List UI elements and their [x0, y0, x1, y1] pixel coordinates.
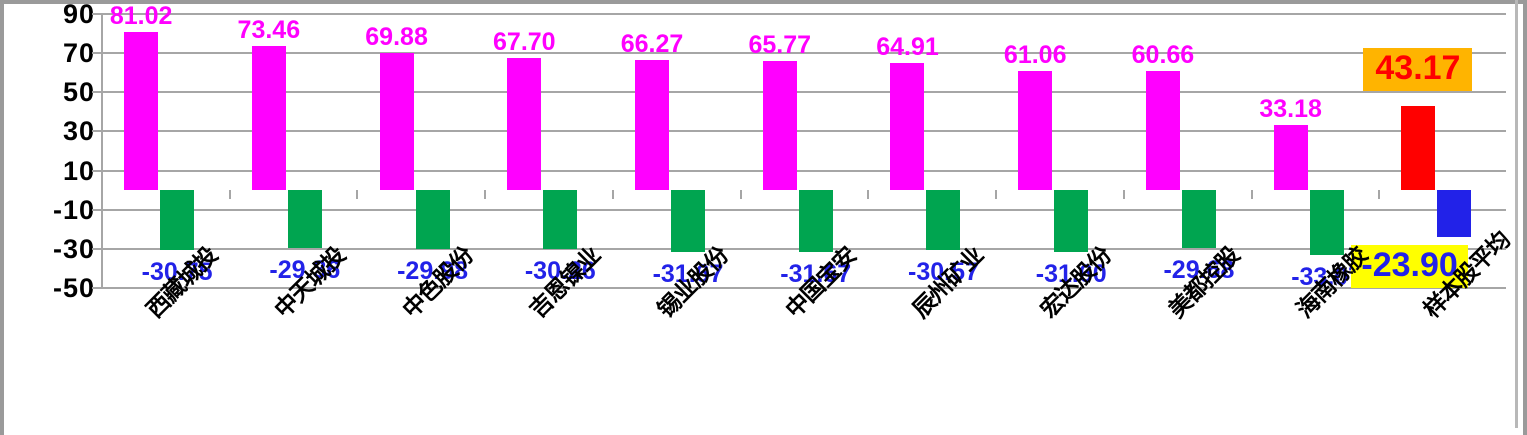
frame-border-inner-right	[1515, 0, 1518, 428]
x-axis-minor-tick	[1378, 190, 1381, 200]
bar-negative	[1181, 190, 1216, 249]
y-axis-tick-label: 50	[62, 77, 95, 108]
x-axis-minor-tick	[611, 190, 614, 200]
value-label-positive: 73.46	[237, 16, 301, 45]
value-label-positive: 33.18	[1259, 95, 1322, 124]
value-label-positive: 66.27	[620, 30, 684, 59]
x-axis-minor-tick	[228, 190, 231, 200]
value-label-negative: -33.07	[1291, 262, 1363, 291]
y-axis-tick-label: 90	[62, 0, 95, 29]
y-axis-tick-label: 30	[62, 116, 95, 147]
bar-negative	[415, 190, 450, 249]
y-axis-tick-label: -50	[52, 273, 95, 303]
value-label-negative: -31.60	[1035, 259, 1107, 288]
bar-negative	[926, 190, 961, 250]
bar-negative	[160, 190, 195, 251]
gridline	[101, 13, 1506, 15]
y-axis-tick-mark	[92, 130, 101, 133]
bar-positive	[635, 60, 670, 191]
x-axis-minor-tick	[995, 190, 998, 200]
value-label-average-positive: 43.17	[1363, 47, 1473, 91]
value-label-negative: -31.67	[780, 260, 852, 289]
y-axis-tick-label: 70	[62, 38, 95, 69]
gridline	[101, 52, 1506, 55]
bar-positive	[379, 53, 414, 191]
x-axis-minor-tick	[867, 190, 870, 200]
x-axis-minor-tick	[739, 190, 742, 200]
gridline	[101, 287, 1506, 289]
bar-positive	[251, 46, 286, 191]
value-label-negative: -30.26	[524, 257, 596, 286]
value-label-positive: 61.06	[1003, 40, 1067, 69]
value-label-positive: 69.88	[365, 23, 428, 52]
frame-border-top	[0, 0, 1527, 4]
gridline	[101, 130, 1506, 133]
bar-negative	[1309, 190, 1344, 255]
value-label-average-negative: -23.90	[1351, 244, 1468, 288]
x-axis-minor-tick	[356, 190, 359, 200]
y-axis-tick-label: -10	[52, 194, 95, 225]
value-label-negative: -29.36	[269, 255, 341, 284]
y-axis-tick-mark	[92, 91, 101, 94]
value-label-positive: 67.70	[493, 27, 556, 56]
value-label-positive: 64.91	[876, 33, 939, 62]
y-axis-tick-label: 10	[62, 155, 95, 186]
bar-average-positive	[1401, 105, 1436, 191]
value-label-negative: -30.75	[141, 258, 213, 287]
frame-border-left	[0, 0, 4, 435]
plot-area: 81.02 -30.75 73.46 -29.36 69.88 -29.98 67.70 -3…	[92, 3, 1506, 291]
bar-positive	[507, 57, 542, 191]
value-label-negative: -29.98	[397, 256, 468, 285]
bar-positive	[890, 63, 925, 191]
bar-negative	[1054, 190, 1089, 252]
bar-negative	[543, 190, 578, 250]
bar-negative	[671, 190, 706, 253]
value-label-negative: -29.68	[1163, 256, 1235, 285]
gridline	[101, 91, 1506, 94]
x-axis-minor-tick	[1122, 190, 1125, 200]
y-axis-tick-mark	[92, 247, 101, 250]
bar-positive	[1145, 71, 1180, 191]
value-label-positive: 60.66	[1131, 41, 1195, 70]
y-axis-tick-mark	[92, 13, 101, 15]
value-label-negative: -30.57	[908, 257, 979, 286]
frame-border-right	[1523, 0, 1527, 435]
bar-negative	[798, 190, 833, 253]
bar-average-negative	[1437, 190, 1472, 237]
bar-positive	[124, 31, 159, 191]
y-axis-tick-label: -30	[52, 233, 95, 264]
value-label-positive: 81.02	[109, 1, 173, 30]
y-axis-tick-mark	[92, 208, 101, 211]
y-axis-tick-mark	[92, 52, 101, 55]
value-label-negative: -31.67	[652, 260, 724, 289]
x-axis-minor-tick	[1250, 190, 1253, 200]
value-label-positive: 65.77	[748, 31, 812, 60]
y-axis-tick-mark	[92, 169, 101, 172]
x-axis-minor-tick	[484, 190, 487, 200]
bar-positive	[762, 61, 797, 191]
bar-negative	[287, 190, 322, 248]
y-axis-line	[101, 14, 103, 288]
bar-positive	[1273, 125, 1308, 191]
y-axis-tick-mark	[92, 287, 101, 289]
gridline	[101, 169, 1506, 172]
bar-positive	[1018, 70, 1053, 191]
